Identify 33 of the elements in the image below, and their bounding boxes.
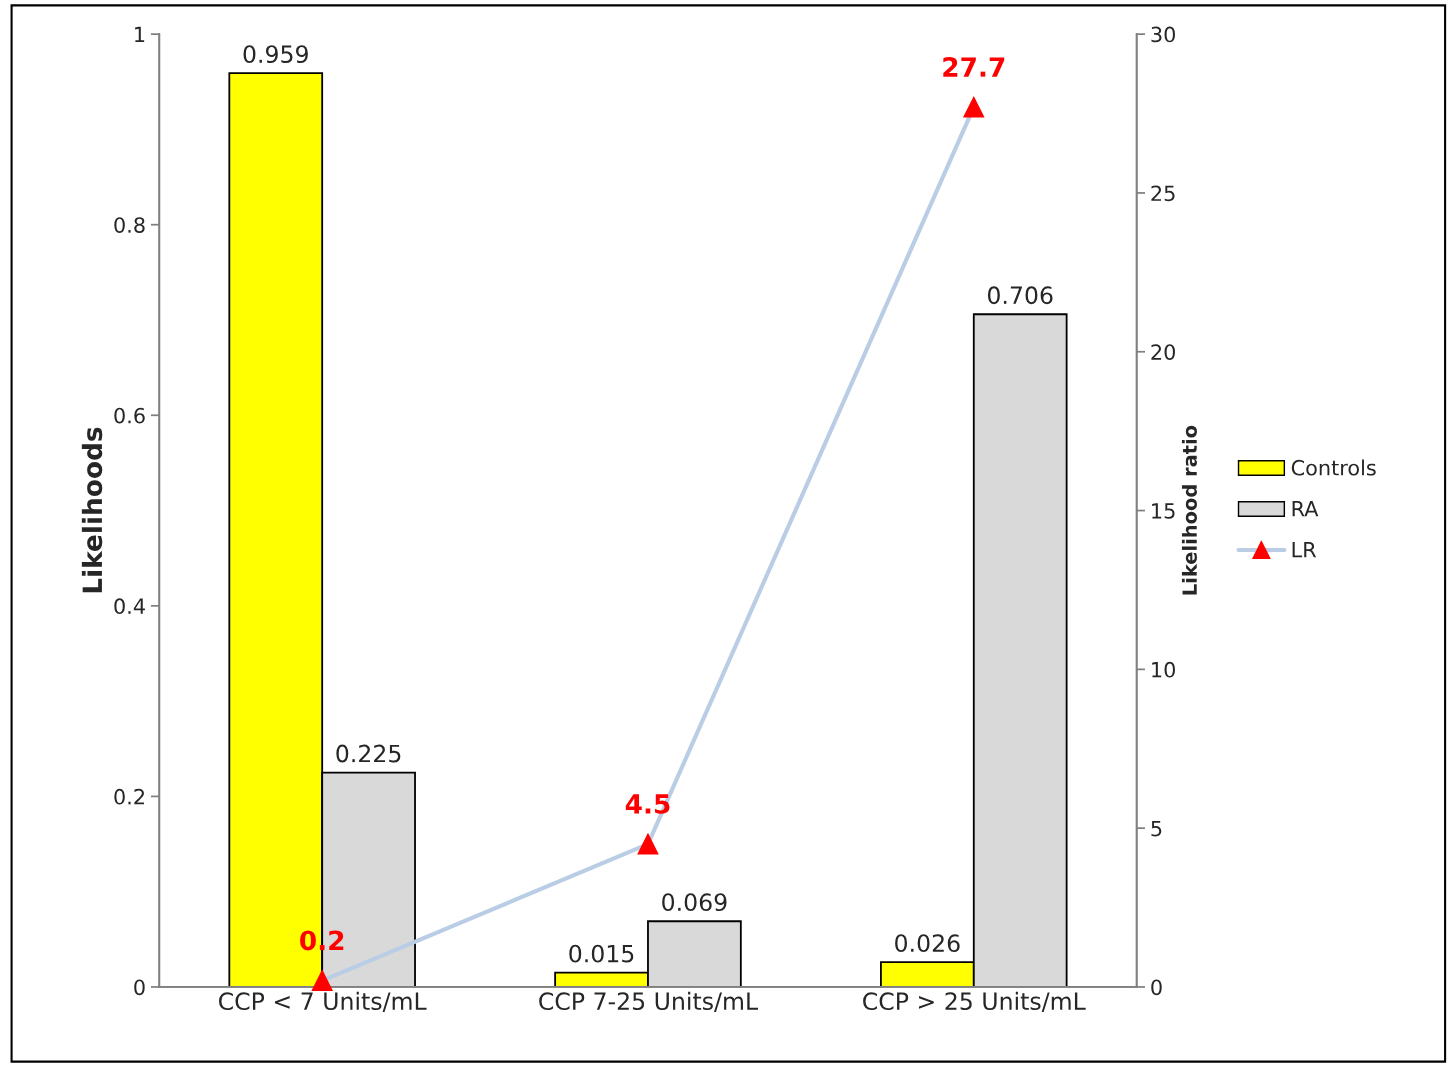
y2-tick-label: 10 bbox=[1152, 661, 1175, 678]
legend-label: LR bbox=[1292, 542, 1317, 558]
y2-tick-label: 20 bbox=[1151, 344, 1175, 360]
data-label: 4.5 bbox=[625, 794, 670, 814]
y-tick-label: 0 bbox=[134, 979, 145, 996]
y-tick-label: 0.2 bbox=[114, 788, 144, 805]
y-tick-label: 1 bbox=[135, 26, 145, 43]
point bbox=[637, 833, 659, 855]
y2-tick-label: 25 bbox=[1151, 185, 1175, 202]
data-label: 27.7 bbox=[943, 57, 1005, 77]
data-label: 0.706 bbox=[987, 286, 1053, 305]
legend-label: RA bbox=[1292, 501, 1319, 517]
y2-tick-label: 0 bbox=[1151, 979, 1162, 996]
y2-tick-label: 30 bbox=[1151, 26, 1175, 43]
y2-tick-label: 5 bbox=[1151, 820, 1162, 837]
data-label: 0.026 bbox=[895, 934, 960, 953]
y-tick-label: 0.4 bbox=[114, 598, 145, 615]
x-tick-label: CCP > 25 Units/mL bbox=[863, 991, 1086, 1012]
data-label: 0.2 bbox=[300, 930, 344, 951]
data-label: 0.225 bbox=[336, 744, 401, 763]
y2-tick-label: 15 bbox=[1152, 503, 1175, 519]
y-tick-label: 0.6 bbox=[114, 407, 145, 424]
data-label: 0.069 bbox=[662, 893, 727, 912]
y2-axis-title: Likelihood ratio bbox=[1181, 425, 1197, 595]
point bbox=[963, 96, 985, 118]
y-axis-title: Likelihoods bbox=[81, 427, 103, 593]
legend-label: Controls bbox=[1291, 459, 1376, 476]
x-tick-label: CCP < 7 Units/mL bbox=[219, 991, 427, 1012]
data-label: 0.959 bbox=[243, 45, 308, 64]
x-tick-label: CCP 7-25 Units/mL bbox=[539, 991, 758, 1012]
point bbox=[311, 970, 333, 992]
y-tick-label: 0.8 bbox=[114, 217, 145, 233]
data-label: 0.015 bbox=[569, 944, 634, 963]
